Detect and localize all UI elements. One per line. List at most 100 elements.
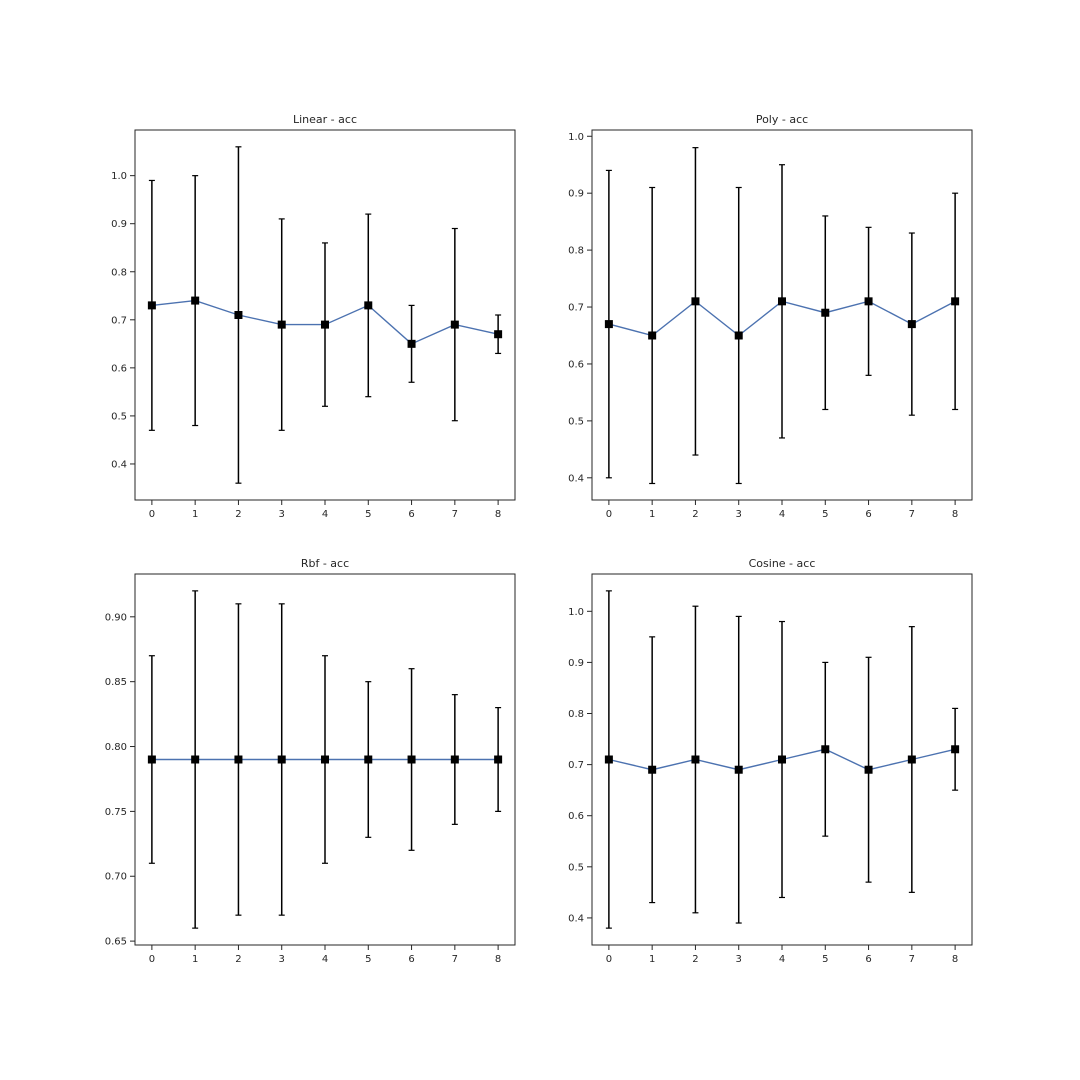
plot-area: 0 1 2 3 4 5 6 7 8 0.4 0.5 0.6 0.7 0.8 0.9 1.0 bbox=[568, 590, 960, 965]
y-tick-label: 0.80 bbox=[105, 742, 127, 753]
y-tick-label: 0.65 bbox=[105, 937, 127, 948]
plot-area: 0 1 2 3 4 5 6 7 8 0.4 0.5 0.6 0.7 0.8 0.9 1.0 bbox=[568, 132, 960, 520]
x-tick-label: 1 bbox=[649, 954, 655, 965]
y-tick-label: 0.4 bbox=[568, 913, 584, 924]
x-tick-label: 2 bbox=[235, 509, 241, 520]
axes-frame bbox=[591, 573, 973, 946]
y-tick-label: 0.6 bbox=[568, 811, 584, 822]
x-tick-label: 4 bbox=[322, 509, 328, 520]
y-tick-label: 0.7 bbox=[568, 760, 584, 771]
data-point-marker bbox=[907, 755, 916, 764]
y-tick-label: 0.7 bbox=[568, 303, 584, 314]
subplot-linear: Linear - acc 0 1 2 3 4 5 6 7 8 0.4 0.5 0.6 0.7 0.8 0.9… bbox=[111, 113, 516, 520]
data-point-marker bbox=[494, 755, 503, 764]
data-point-marker bbox=[407, 755, 416, 764]
y-tick-label: 1.0 bbox=[568, 607, 584, 618]
data-point-marker bbox=[604, 320, 613, 329]
x-tick-label: 0 bbox=[149, 954, 155, 965]
y-tick-label: 0.85 bbox=[105, 677, 127, 688]
y-tick-label: 0.4 bbox=[568, 473, 584, 484]
x-tick-label: 7 bbox=[909, 954, 915, 965]
y-tick-label: 1.0 bbox=[568, 132, 584, 143]
data-point-marker bbox=[450, 320, 459, 329]
x-tick-label: 4 bbox=[779, 509, 785, 520]
y-tick-label: 0.75 bbox=[105, 807, 127, 818]
data-point-marker bbox=[191, 296, 200, 305]
data-point-marker bbox=[277, 320, 286, 329]
data-point-marker bbox=[450, 755, 459, 764]
data-point-marker bbox=[147, 301, 156, 310]
data-point-marker bbox=[951, 745, 960, 754]
x-tick-label: 7 bbox=[909, 509, 915, 520]
x-tick-label: 6 bbox=[408, 954, 414, 965]
x-tick-label: 6 bbox=[865, 509, 871, 520]
data-point-marker bbox=[864, 297, 873, 306]
x-tick-label: 3 bbox=[736, 954, 742, 965]
x-tick-label: 3 bbox=[279, 954, 285, 965]
subplot-title: Cosine - acc bbox=[749, 557, 816, 570]
y-tick-label: 0.9 bbox=[111, 219, 127, 230]
data-point-marker bbox=[734, 765, 743, 774]
data-point-marker bbox=[778, 297, 786, 306]
data-point-marker bbox=[364, 301, 373, 310]
subplot-title: Poly - acc bbox=[756, 113, 808, 126]
plot-area: 0 1 2 3 4 5 6 7 8 0.65 0.70 0.75 0.80 0.85 0.90 bbox=[105, 590, 503, 965]
y-tick-label: 0.5 bbox=[111, 411, 127, 422]
y-tick-label: 0.6 bbox=[568, 359, 584, 370]
y-tick-label: 1.0 bbox=[111, 171, 127, 182]
subplot-poly: Poly - acc 0 1 2 3 4 5 6 7 8 0.4 0.5 0.6 0.7 0.8 0.9 1.… bbox=[568, 113, 973, 520]
x-tick-label: 1 bbox=[192, 509, 198, 520]
x-tick-label: 4 bbox=[322, 954, 328, 965]
subplot-title: Rbf - acc bbox=[301, 557, 349, 570]
data-point-marker bbox=[691, 297, 700, 306]
data-point-marker bbox=[234, 311, 243, 319]
x-tick-label: 0 bbox=[606, 954, 612, 965]
x-tick-label: 5 bbox=[822, 509, 828, 520]
data-point-marker bbox=[691, 755, 700, 764]
axes-frame bbox=[134, 129, 516, 501]
y-tick-label: 0.8 bbox=[568, 709, 584, 720]
data-point-marker bbox=[604, 755, 613, 764]
x-tick-label: 7 bbox=[452, 954, 458, 965]
data-point-marker bbox=[407, 339, 416, 348]
data-point-marker bbox=[277, 755, 286, 764]
x-tick-label: 0 bbox=[606, 509, 612, 520]
data-point-marker bbox=[778, 755, 786, 764]
axes-frame bbox=[591, 129, 973, 501]
x-tick-label: 8 bbox=[495, 509, 501, 520]
x-tick-label: 2 bbox=[692, 509, 698, 520]
x-tick-label: 1 bbox=[649, 509, 655, 520]
data-point-marker bbox=[821, 745, 830, 754]
y-tick-label: 0.70 bbox=[105, 872, 127, 883]
x-tick-label: 2 bbox=[235, 954, 241, 965]
y-tick-label: 0.9 bbox=[568, 658, 584, 669]
x-tick-label: 3 bbox=[279, 509, 285, 520]
y-tick-label: 0.5 bbox=[568, 416, 584, 427]
data-point-marker bbox=[821, 308, 830, 317]
y-tick-label: 0.7 bbox=[111, 315, 127, 326]
data-point-marker bbox=[951, 297, 960, 306]
x-tick-label: 5 bbox=[365, 509, 371, 520]
data-point-marker bbox=[494, 330, 503, 339]
data-point-marker bbox=[648, 331, 657, 340]
y-tick-label: 0.6 bbox=[111, 363, 127, 374]
y-tick-label: 0.90 bbox=[105, 612, 127, 623]
x-tick-label: 5 bbox=[365, 954, 371, 965]
data-point-marker bbox=[648, 765, 657, 774]
subplot-rbf: Rbf - acc 0 1 2 3 4 5 6 7 80.650.700.750.800.850… bbox=[105, 557, 516, 965]
subplot-title: Linear - acc bbox=[293, 113, 357, 126]
data-point-marker bbox=[864, 765, 873, 774]
x-tick-label: 8 bbox=[495, 954, 501, 965]
x-tick-label: 6 bbox=[408, 509, 414, 520]
data-point-marker bbox=[907, 320, 916, 329]
y-tick-label: 0.5 bbox=[568, 862, 584, 873]
data-point-marker bbox=[234, 755, 243, 764]
data-point-marker bbox=[191, 755, 200, 764]
data-point-marker bbox=[364, 755, 373, 764]
y-tick-label: 0.8 bbox=[111, 267, 127, 278]
x-tick-label: 1 bbox=[192, 954, 198, 965]
data-point-marker bbox=[321, 320, 329, 329]
x-tick-label: 7 bbox=[452, 509, 458, 520]
